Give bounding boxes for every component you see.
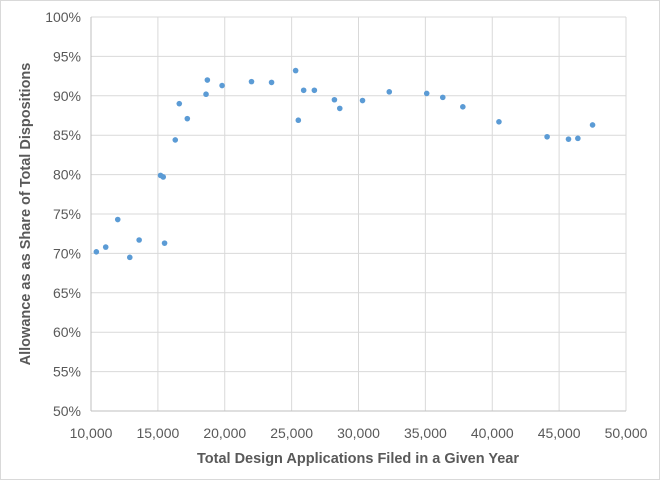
y-tick-label: 70% xyxy=(53,245,81,261)
data-point xyxy=(205,77,211,83)
y-tick-label: 85% xyxy=(53,127,81,143)
data-point xyxy=(115,217,121,223)
y-tick-label: 75% xyxy=(53,206,81,222)
data-point xyxy=(424,91,430,97)
data-point xyxy=(575,136,581,142)
data-point xyxy=(360,98,366,104)
data-point xyxy=(590,122,596,128)
data-point xyxy=(386,89,392,95)
data-point xyxy=(127,255,133,261)
x-axis-title: Total Design Applications Filed in a Giv… xyxy=(197,451,519,467)
y-tick-label: 60% xyxy=(53,324,81,340)
data-point xyxy=(544,134,550,140)
data-point xyxy=(440,95,446,101)
y-tick-label: 100% xyxy=(45,9,81,25)
x-tick-label: 20,000 xyxy=(203,425,246,441)
y-tick-label: 90% xyxy=(53,88,81,104)
y-tick-label: 80% xyxy=(53,167,81,183)
data-point xyxy=(332,97,338,103)
data-point xyxy=(162,240,168,246)
data-point xyxy=(160,174,166,180)
data-point xyxy=(219,83,225,89)
y-tick-label: 50% xyxy=(53,403,81,419)
data-point xyxy=(301,87,307,93)
x-tick-label: 15,000 xyxy=(136,425,179,441)
data-point xyxy=(460,104,466,110)
data-point xyxy=(94,249,100,255)
x-tick-label: 35,000 xyxy=(404,425,447,441)
data-point xyxy=(172,137,178,143)
x-tick-label: 50,000 xyxy=(605,425,648,441)
data-point xyxy=(103,244,109,250)
y-tick-label: 95% xyxy=(53,48,81,64)
gridlines xyxy=(91,17,626,411)
y-tick-label: 65% xyxy=(53,285,81,301)
data-point xyxy=(176,101,182,107)
y-tick-labels: 50% 55% 60% 65% 70% 75% 80% 85% 90% 95% 100% xyxy=(45,9,81,419)
x-tick-label: 40,000 xyxy=(471,425,514,441)
y-tick-label: 55% xyxy=(53,364,81,380)
data-point xyxy=(496,119,502,125)
data-point xyxy=(312,87,318,93)
data-point xyxy=(296,117,302,123)
data-point xyxy=(269,80,275,86)
data-point xyxy=(203,91,209,97)
data-point xyxy=(185,116,191,122)
x-tick-label: 30,000 xyxy=(337,425,380,441)
data-point xyxy=(249,79,255,85)
data-point xyxy=(136,237,142,243)
data-points xyxy=(94,68,596,260)
x-tick-label: 25,000 xyxy=(270,425,313,441)
x-tick-labels: 10,000 15,000 20,000 25,000 30,000 35,000 40,0… xyxy=(70,425,648,441)
data-point xyxy=(293,68,299,74)
x-tick-label: 45,000 xyxy=(538,425,581,441)
y-axis-title: Allowance as as Share of Total Dispositi… xyxy=(18,63,34,366)
data-point xyxy=(566,136,572,142)
data-point xyxy=(337,106,343,112)
x-tick-label: 10,000 xyxy=(70,425,113,441)
